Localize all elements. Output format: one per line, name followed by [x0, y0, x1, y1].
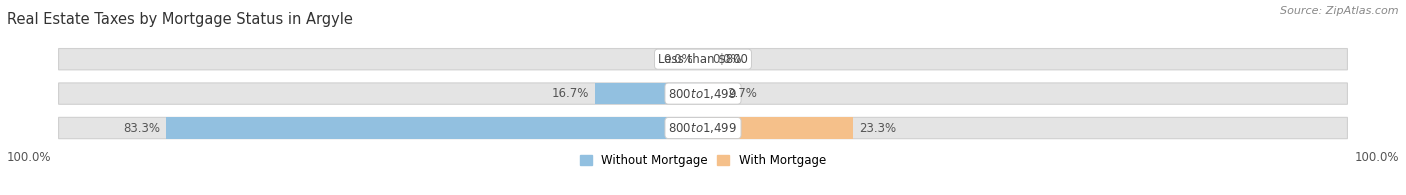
- Bar: [703, 117, 853, 139]
- Text: 100.0%: 100.0%: [1354, 151, 1399, 164]
- Bar: [166, 117, 703, 139]
- Text: 0.0%: 0.0%: [713, 53, 742, 66]
- Text: Real Estate Taxes by Mortgage Status in Argyle: Real Estate Taxes by Mortgage Status in …: [7, 12, 353, 27]
- Text: Less than $800: Less than $800: [658, 53, 748, 66]
- Text: 0.0%: 0.0%: [664, 53, 693, 66]
- Text: 100.0%: 100.0%: [7, 151, 52, 164]
- FancyBboxPatch shape: [59, 83, 1347, 104]
- Text: 83.3%: 83.3%: [122, 121, 160, 135]
- Legend: Without Mortgage, With Mortgage: Without Mortgage, With Mortgage: [581, 154, 825, 167]
- Text: Source: ZipAtlas.com: Source: ZipAtlas.com: [1281, 6, 1399, 16]
- Text: $800 to $1,499: $800 to $1,499: [668, 121, 738, 135]
- Text: 16.7%: 16.7%: [551, 87, 589, 100]
- Text: 23.3%: 23.3%: [859, 121, 897, 135]
- FancyBboxPatch shape: [59, 49, 1347, 70]
- FancyBboxPatch shape: [59, 117, 1347, 139]
- Text: 2.7%: 2.7%: [727, 87, 756, 100]
- Bar: [595, 83, 703, 104]
- Bar: [703, 83, 720, 104]
- Text: $800 to $1,499: $800 to $1,499: [668, 87, 738, 101]
